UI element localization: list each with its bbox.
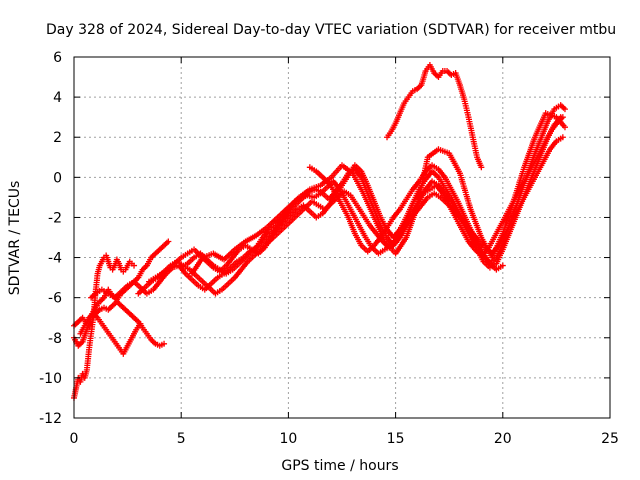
grid-lines [74, 57, 610, 418]
plot-frame [73, 56, 611, 419]
y-tick-label: 0 [53, 170, 62, 186]
data-series-9 [188, 110, 568, 277]
data-series-6 [135, 134, 566, 297]
y-tick-label: 6 [53, 50, 62, 66]
data-trace [190, 111, 567, 275]
y-axis-label: SDTVAR / TECUs [7, 181, 23, 296]
x-tick-label: 15 [387, 431, 405, 447]
data-series [71, 62, 568, 401]
data-trace [78, 312, 142, 355]
x-tick-label: 0 [70, 431, 79, 447]
y-tick-label: -12 [39, 411, 62, 427]
y-tick-label: -10 [39, 371, 62, 387]
x-tick-label: 25 [601, 431, 619, 447]
data-series-3 [71, 298, 168, 349]
axis-ticks: 0 5 10 15 20 25 -12 -10 -8 -6 -4 -2 0 2 4 6 [39, 50, 619, 447]
data-trace [309, 163, 504, 272]
y-tick-label: -8 [48, 331, 62, 347]
y-tick-label: -6 [48, 291, 62, 307]
chart-title: Day 328 of 2024, Sidereal Day-to-day VTE… [46, 22, 616, 38]
data-series-4 [77, 310, 144, 357]
y-tick-label: -4 [48, 251, 62, 267]
y-tick-label: 4 [53, 90, 62, 106]
data-point [131, 262, 138, 269]
x-tick-label: 20 [494, 431, 512, 447]
x-tick-label: 5 [177, 431, 186, 447]
y-tick-label: 2 [53, 130, 62, 146]
data-series-10 [384, 62, 485, 171]
data-series-1 [71, 252, 138, 401]
x-tick-label: 10 [279, 431, 297, 447]
y-tick-label: -2 [48, 210, 62, 226]
data-series-11 [306, 162, 506, 273]
x-axis-label: GPS time / hours [281, 458, 398, 474]
data-trace [71, 254, 132, 399]
data-trace [385, 64, 484, 169]
